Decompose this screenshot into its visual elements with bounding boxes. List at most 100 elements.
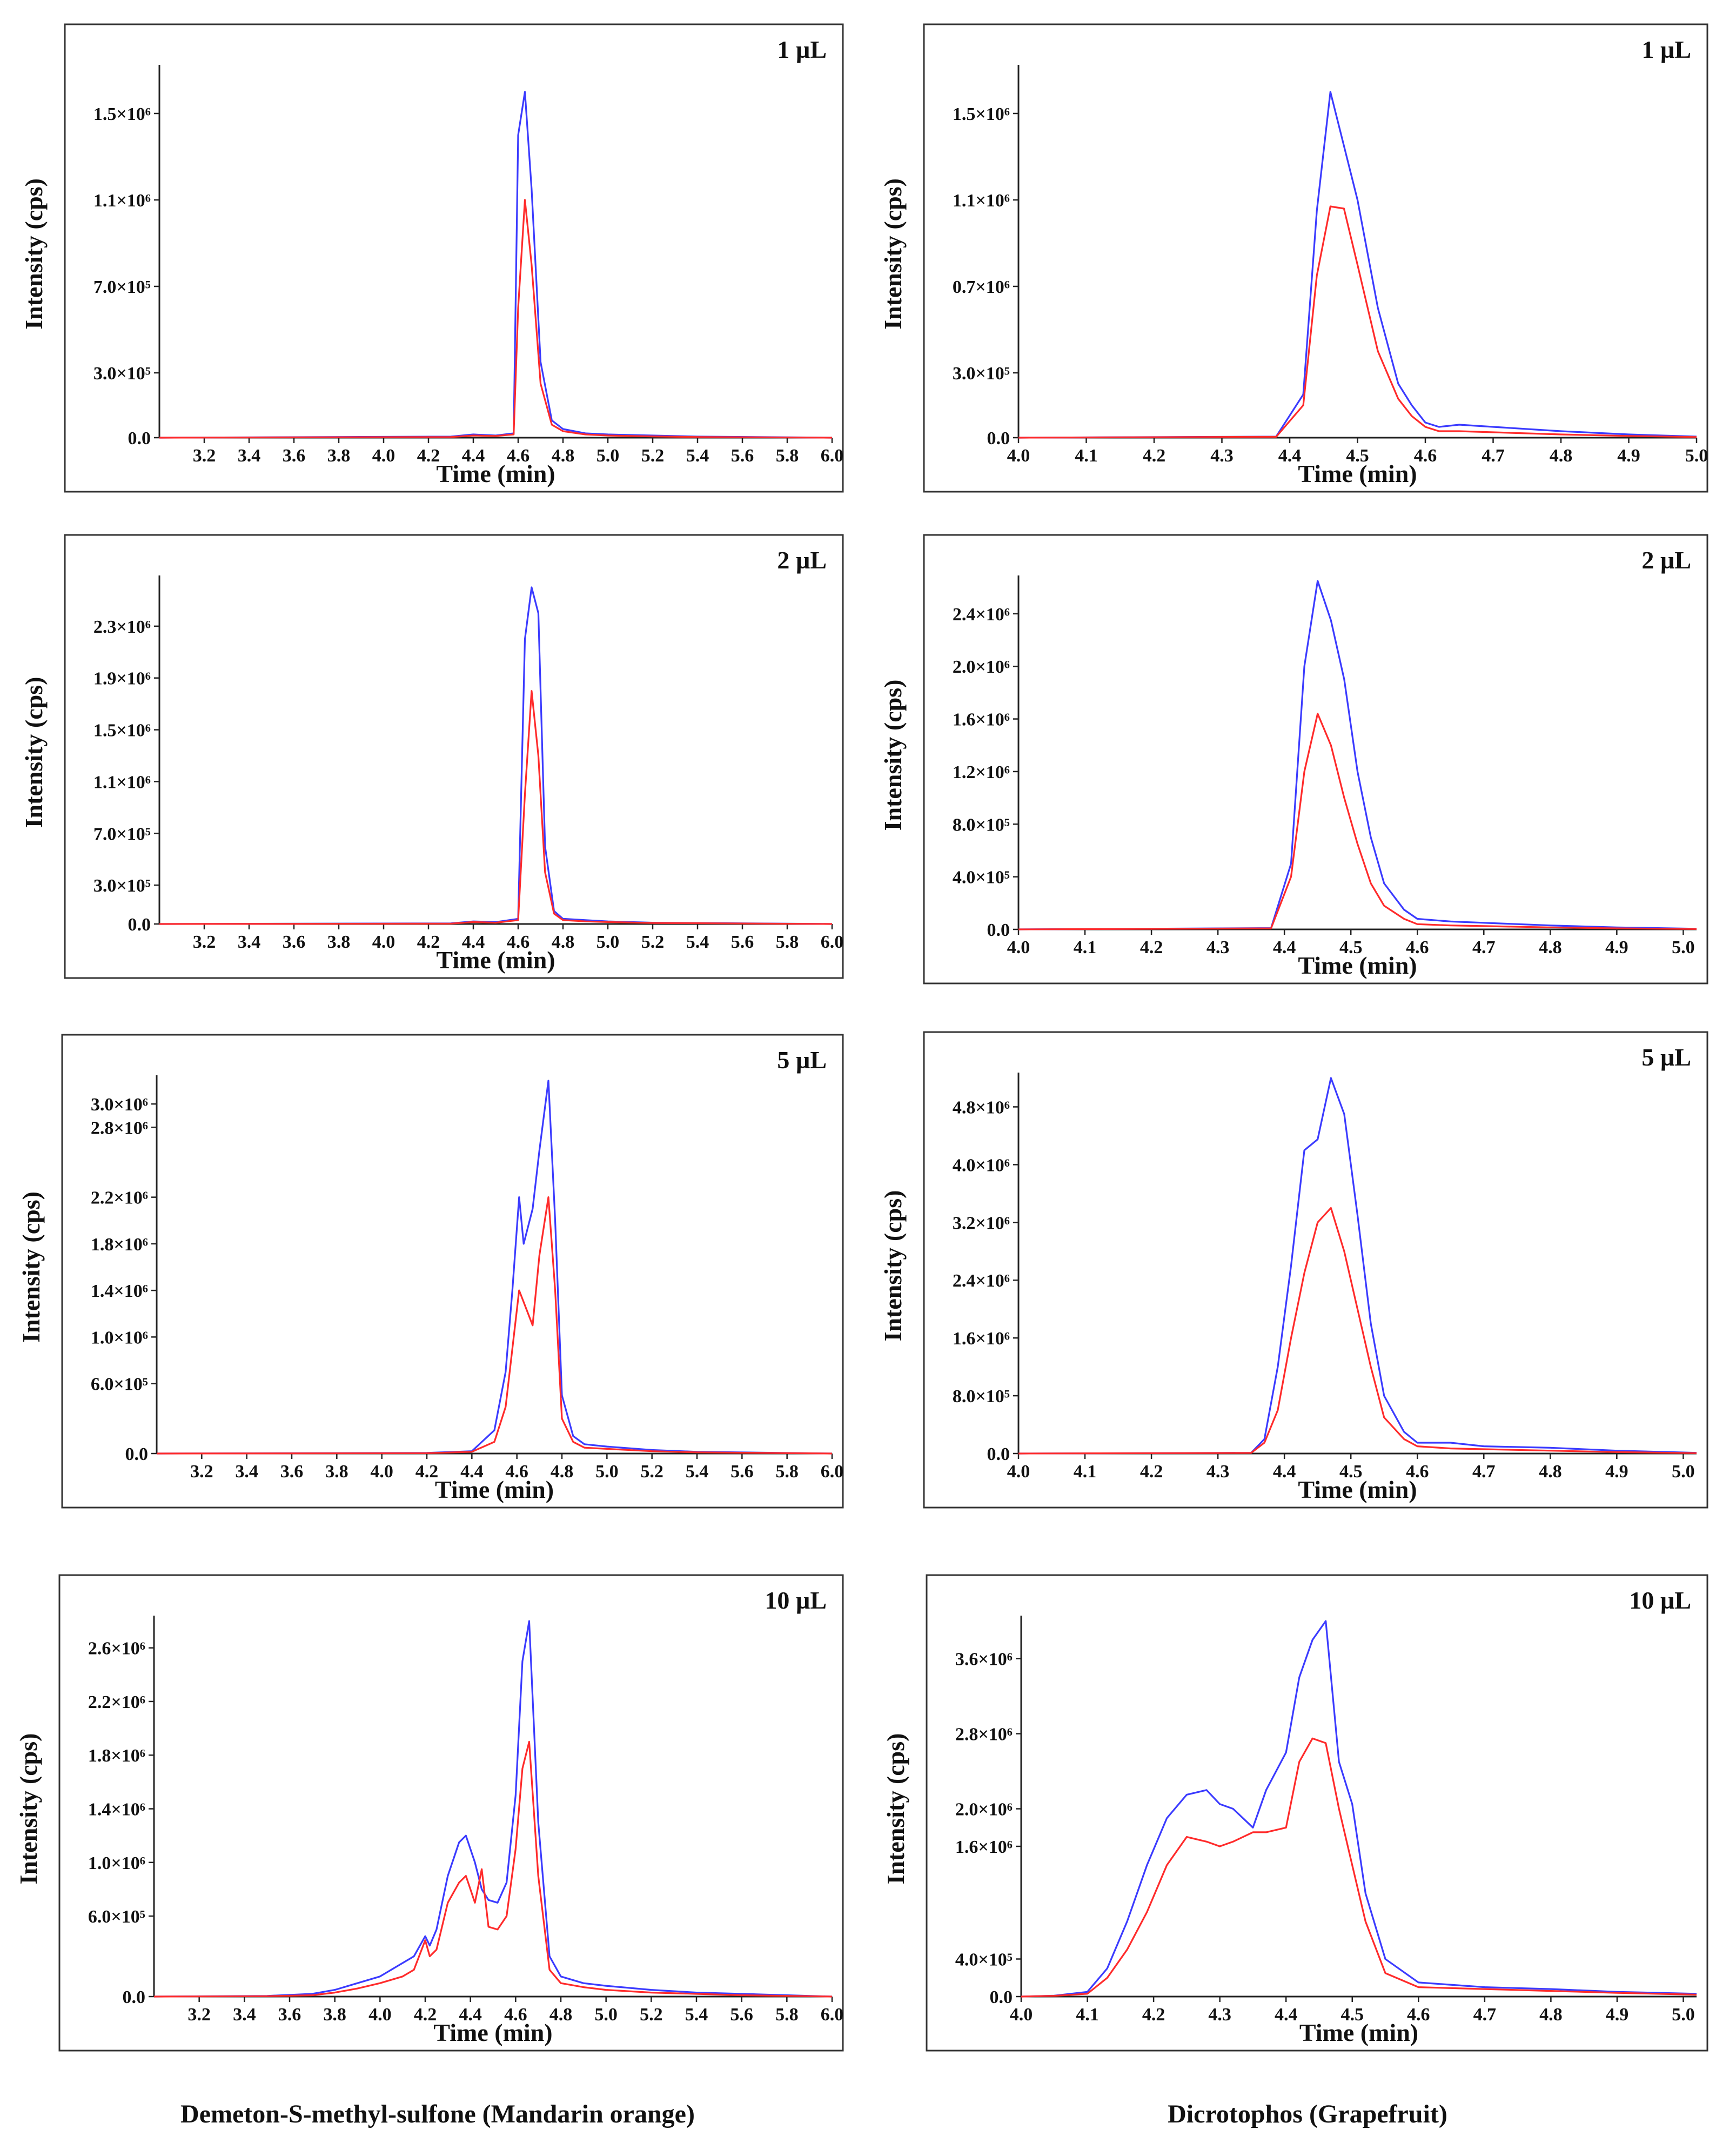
y-tick-label: 4.0×10⁶ (953, 1155, 1010, 1175)
x-tick-label: 4.8 (552, 446, 575, 466)
x-tick-label: 4.0 (370, 1462, 393, 1482)
x-tick-label: 4.2 (1143, 446, 1166, 466)
red-trace (159, 690, 833, 925)
x-tick-label: 5.6 (730, 1462, 754, 1482)
panel-frame (923, 23, 1708, 493)
x-tick-label: 4.6 (1406, 937, 1429, 957)
y-tick-label: 1.2×10⁶ (953, 762, 1010, 782)
chromatogram-panel: 4.0 4.1 4.2 4.3 4.4 4.5 4.6 4.7 4.8 4.9 5.0 0.0 3.0×… (879, 23, 1708, 493)
y-tick-label: 0.0 (128, 428, 151, 448)
x-tick-label: 6.0 (821, 2005, 844, 2025)
x-tick-label: 4.5 (1340, 2005, 1364, 2025)
x-tick-label: 4.3 (1208, 2005, 1231, 2025)
y-tick-label: 8.0×10⁵ (953, 1387, 1010, 1407)
red-trace (1021, 1737, 1697, 1998)
x-tick-label: 5.6 (730, 2005, 753, 2025)
x-tick-label: 4.8 (551, 1462, 574, 1482)
y-tick-label: 2.0×10⁶ (953, 657, 1010, 677)
x-tick-label: 4.2 (414, 2005, 437, 2025)
y-tick-label: 2.8×10⁶ (91, 1118, 148, 1138)
x-tick-label: 5.8 (776, 446, 799, 466)
red-trace (1018, 713, 1697, 930)
x-tick-label: 4.6 (507, 932, 530, 952)
y-tick-label: 1.0×10⁶ (88, 1853, 145, 1873)
x-tick-label: 4.7 (1482, 446, 1505, 466)
x-tick-label: 4.4 (462, 932, 485, 952)
x-tick-label: 4.6 (1407, 2005, 1430, 2025)
panel-frame (58, 1574, 844, 2052)
y-tick-label: 1.5×10⁶ (93, 721, 151, 741)
x-tick-label: 4.0 (372, 446, 396, 466)
y-tick-label: 1.1×10⁶ (953, 191, 1010, 211)
x-tick-label: 4.4 (462, 446, 485, 466)
x-tick-label: 3.8 (323, 2005, 346, 2025)
y-tick-label: 1.9×10⁶ (93, 669, 151, 689)
red-trace (153, 1740, 833, 1998)
x-axis-title: Time (min) (1298, 460, 1417, 487)
x-tick-label: 6.0 (821, 932, 844, 952)
x-tick-label: 4.0 (1010, 2005, 1033, 2025)
x-tick-label: 4.0 (1007, 937, 1030, 957)
chromatogram-panel: 3.2 3.4 3.6 3.8 4.0 4.2 4.4 4.6 4.8 5.0 5.2 5.4 5.6 5… (20, 534, 844, 979)
y-tick-label: 0.7×10⁶ (953, 277, 1010, 297)
y-tick-label: 1.8×10⁶ (88, 1746, 145, 1766)
blue-trace (1018, 580, 1697, 930)
x-tick-label: 4.2 (415, 1462, 439, 1482)
y-tick-label: 0.0 (987, 428, 1010, 448)
red-trace (159, 199, 833, 439)
red-trace (1018, 205, 1697, 439)
x-tick-label: 3.2 (190, 1462, 213, 1482)
x-tick-label: 4.1 (1076, 2005, 1099, 2025)
chromatogram-panel: 4.0 4.1 4.2 4.3 4.4 4.5 4.6 4.7 4.8 4.9 5.0 0.0 4.0×… (882, 1574, 1708, 2052)
y-tick-label: 0.0 (128, 915, 151, 935)
x-tick-label: 3.4 (233, 2005, 256, 2025)
y-tick-label: 1.1×10⁶ (93, 772, 151, 792)
y-tick-label: 0.0 (987, 920, 1010, 940)
x-tick-label: 4.4 (1278, 446, 1302, 466)
y-axis-title: Intensity (cps) (15, 1733, 42, 1885)
x-tick-label: 4.1 (1075, 446, 1098, 466)
red-trace (1018, 1207, 1697, 1455)
x-tick-label: 4.1 (1074, 937, 1097, 957)
x-tick-label: 3.6 (283, 932, 306, 952)
y-tick-label: 2.2×10⁶ (88, 1692, 145, 1712)
x-tick-label: 4.4 (1273, 937, 1296, 957)
injection-volume-label: 10 µL (1629, 1586, 1691, 1614)
injection-volume-label: 1 µL (777, 36, 827, 63)
x-tick-label: 4.9 (1605, 937, 1628, 957)
x-tick-label: 4.6 (507, 446, 530, 466)
x-axis-title: Time (min) (1298, 952, 1417, 979)
y-tick-label: 1.4×10⁶ (88, 1800, 145, 1820)
x-axis-title: Time (min) (436, 460, 555, 487)
x-tick-label: 4.2 (417, 932, 440, 952)
x-tick-label: 4.6 (504, 2005, 527, 2025)
x-tick-label: 5.8 (775, 1462, 799, 1482)
x-tick-label: 5.2 (641, 932, 665, 952)
panel-frame (61, 1034, 844, 1509)
y-tick-label: 0.0 (990, 1987, 1013, 2007)
y-tick-label: 3.0×10⁵ (93, 876, 151, 896)
x-tick-label: 4.8 (549, 2005, 573, 2025)
x-tick-label: 4.2 (1140, 1462, 1163, 1482)
chromatogram-panel: 4.0 4.1 4.2 4.3 4.4 4.5 4.6 4.7 4.8 4.9 5.0 0.0 4.0×… (879, 534, 1708, 985)
x-axis-title: Time (min) (436, 946, 555, 974)
panel-frame (923, 534, 1708, 985)
x-tick-label: 3.8 (327, 932, 351, 952)
x-tick-label: 4.6 (1406, 1462, 1429, 1482)
x-axis-title: Time (min) (1299, 2019, 1418, 2046)
y-tick-label: 0.0 (987, 1444, 1010, 1464)
chromatogram-panel: 3.2 3.4 3.6 3.8 4.0 4.2 4.4 4.6 4.8 5.0 5.2 5.4 5.6 5… (15, 1574, 844, 2052)
y-tick-label: 1.6×10⁶ (953, 1329, 1010, 1349)
x-tick-label: 3.8 (327, 446, 351, 466)
blue-trace (1021, 1620, 1697, 1998)
x-tick-label: 5.0 (1685, 446, 1708, 466)
y-axis-title: Intensity (cps) (882, 1733, 909, 1885)
x-tick-label: 4.5 (1339, 937, 1363, 957)
x-tick-label: 4.8 (1550, 446, 1573, 466)
x-tick-label: 5.0 (596, 932, 620, 952)
y-tick-label: 4.8×10⁶ (953, 1097, 1010, 1117)
injection-volume-label: 5 µL (1641, 1043, 1691, 1071)
panel-frame (926, 1574, 1708, 2052)
y-tick-label: 2.8×10⁶ (955, 1725, 1013, 1745)
